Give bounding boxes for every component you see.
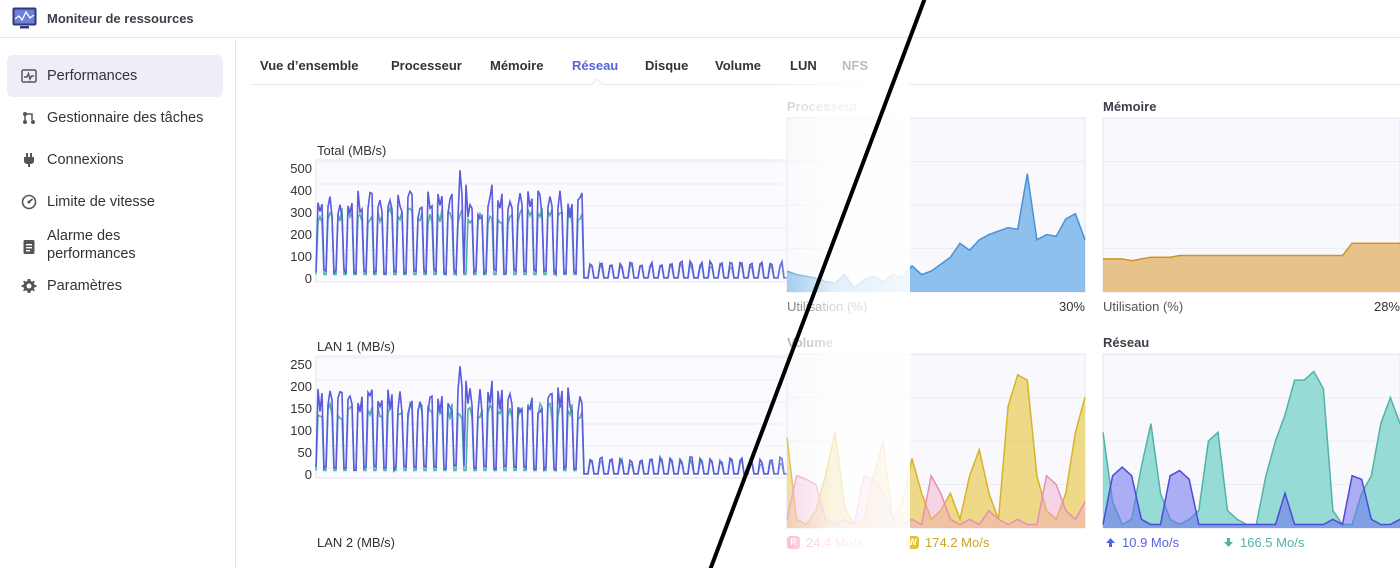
sidebar-item-performance-alarm[interactable]: Alarme des performances [7,223,223,271]
memory-area [1103,243,1400,292]
y-tick: 300 [290,205,312,220]
upload-series-line [315,366,796,475]
sidebar-item-label: Performances [47,68,138,84]
network-download-value: 166.5 Mo/s [1240,535,1305,550]
y-tick: 500 [290,161,312,176]
network-lan1-chart[interactable] [315,355,846,479]
memory-usage-value: 28% [1373,299,1400,314]
network-upload-legend: 10.9 Mo/s [1105,535,1179,550]
network-upload-line [1102,466,1400,526]
y-tick: 200 [290,227,312,242]
network-download-area [1103,371,1400,528]
volume-write-value: 174.2 Mo/s [925,535,990,550]
card-title-memory: Mémoire [1103,99,1157,114]
network-overview-chart[interactable] [1102,353,1400,529]
window-title: Moniteur de ressources [47,11,194,26]
network-download-legend: 166.5 Mo/s [1223,535,1304,550]
memory-usage-label: Utilisation (%) [1103,299,1184,314]
arrow-down-icon [1224,538,1233,547]
y-tick: 400 [290,183,312,198]
chart-title-lan2: LAN 2 (MB/s) [317,535,396,550]
sidebar: Performances Gestionnaire des tâches Con… [0,39,236,568]
resource-monitor-app-icon [12,7,37,29]
y-tick: 50 [297,445,312,460]
memory-line [1103,242,1400,262]
volume-write-area [787,374,1085,528]
plug-icon [24,153,34,167]
network-upload-value: 10.9 Mo/s [1122,535,1180,550]
sidebar-item-label: Gestionnaire des tâches [47,110,204,126]
sidebar-item-label: Paramètres [47,278,122,294]
y-tick: 100 [290,249,312,264]
y-tick: 250 [290,357,312,372]
tab-nfs[interactable]: NFS [842,58,868,73]
tab-memory[interactable]: Mémoire [490,58,544,73]
network-total-chart[interactable] [315,159,846,283]
sidebar-item-speed-limit[interactable]: Limite de vitesse [7,181,223,223]
y-tick: 150 [290,401,312,416]
sidebar-item-label: Limite de vitesse [47,194,155,210]
y-tick: 0 [304,467,312,482]
sidebar-item-label: Connexions [47,152,124,168]
speedometer-icon [21,194,37,210]
upload-series-line [315,170,796,279]
tab-lun[interactable]: LUN [790,58,817,73]
memory-usage-chart[interactable] [1102,117,1400,293]
chart-title-total: Total (MB/s) [317,143,387,158]
arrow-up-icon [1106,538,1115,547]
processor-usage-value: 30% [1058,299,1085,314]
y-tick: 200 [290,379,312,394]
cpu-area [787,173,1085,292]
network-upload-area [1103,467,1400,528]
sidebar-item-performances[interactable]: Performances [7,55,223,97]
tab-processor[interactable]: Processeur [391,58,462,73]
chart-title-lan1: LAN 1 (MB/s) [317,339,396,354]
card-title-network: Réseau [1103,335,1150,350]
tab-overview[interactable]: Vue d’ensemble [260,58,359,73]
task-flow-icon [23,112,35,124]
title-bar: Moniteur de ressources [0,0,1400,38]
tab-volume[interactable]: Volume [715,58,761,73]
pulse-chart-icon [21,69,37,83]
tab-network[interactable]: Réseau [572,58,619,73]
sidebar-item-connexions[interactable]: Connexions [7,139,223,181]
clipboard-icon [23,240,35,254]
active-tab-indicator [590,78,604,86]
tab-disk[interactable]: Disque [645,58,689,73]
y-tick: 100 [290,423,312,438]
sidebar-item-label: Alarme des performances [47,228,136,262]
gear-icon [21,279,37,293]
y-tick: 0 [304,271,312,286]
sidebar-item-task-manager[interactable]: Gestionnaire des tâches [7,97,223,139]
sidebar-item-settings[interactable]: Paramètres [7,265,223,307]
